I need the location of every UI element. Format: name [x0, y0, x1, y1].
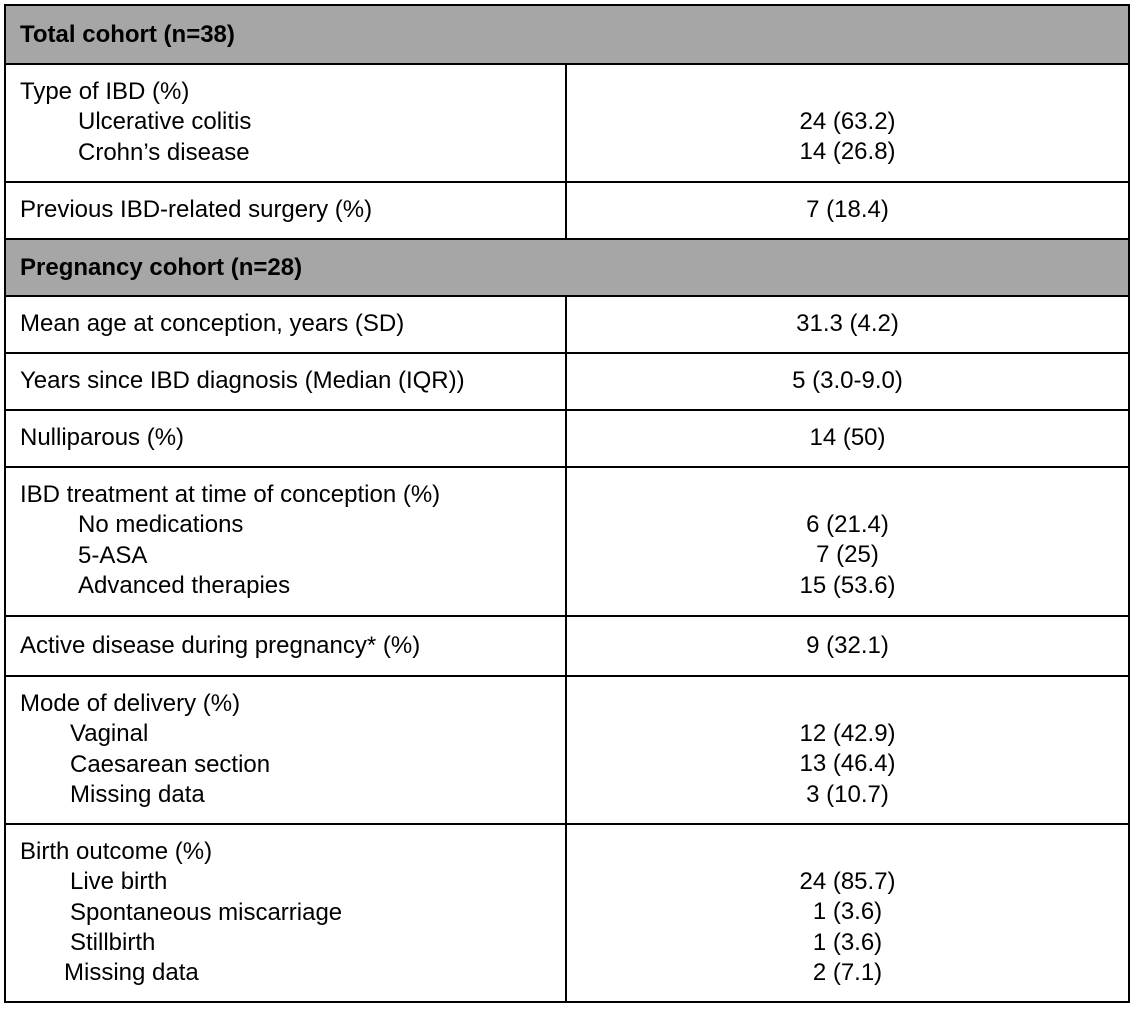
row-value: 6 (21.4)	[806, 511, 889, 538]
row-value: 1 (3.6)	[812, 928, 883, 956]
row-value-cell: 24 (85.7) 1 (3.6) 1 (3.6) 2 (7.1)	[567, 825, 1128, 1001]
row-label: Nulliparous (%)	[20, 424, 185, 452]
row-value: 12 (42.9)	[799, 720, 896, 747]
row-value-cell: 31.3 (4.2)	[567, 297, 1128, 352]
sub-label: Ulcerative colitis	[78, 108, 252, 136]
row-label-cell: Years since IBD diagnosis (Median (IQR))	[6, 354, 567, 409]
sub-label: Spontaneous miscarriage	[70, 898, 343, 926]
sub-label: Crohn’s disease	[78, 138, 250, 166]
section-header-total-cohort: Total cohort (n=38)	[6, 6, 1128, 63]
row-value: 7 (18.4)	[806, 196, 889, 224]
row-label-cell: Birth outcome (%) Live birth Spontaneous…	[6, 825, 567, 1001]
row-label: Birth outcome (%)	[20, 838, 213, 865]
row-label: Active disease during pregnancy* (%)	[20, 631, 421, 659]
row-value: 5 (3.0-9.0)	[792, 367, 903, 395]
row-label-cell: IBD treatment at time of conception (%) …	[6, 468, 567, 615]
section-title: Pregnancy cohort (n=28)	[20, 253, 303, 281]
sub-label: Missing data	[70, 780, 205, 808]
row-label-cell: Mean age at conception, years (SD)	[6, 297, 567, 352]
row-value-cell: 9 (32.1)	[567, 617, 1128, 675]
table-row-active-disease: Active disease during pregnancy* (%) 9 (…	[6, 615, 1128, 675]
section-header-pregnancy-cohort: Pregnancy cohort (n=28)	[6, 238, 1128, 295]
sub-label: Live birth	[70, 868, 168, 896]
row-value: 14 (50)	[809, 424, 886, 452]
row-label: Previous IBD-related surgery (%)	[20, 196, 373, 224]
sub-label: 5-ASA	[78, 541, 148, 569]
row-value-cell: 24 (63.2) 14 (26.8)	[567, 65, 1128, 181]
row-value: 31.3 (4.2)	[796, 310, 899, 338]
row-value: 15 (53.6)	[799, 571, 896, 599]
table-row-ibd-treatment: IBD treatment at time of conception (%) …	[6, 466, 1128, 615]
row-value: 13 (46.4)	[799, 750, 896, 778]
row-value: 3 (10.7)	[806, 780, 889, 808]
sub-label: Missing data	[64, 959, 199, 987]
sub-label: Stillbirth	[70, 928, 156, 956]
row-value-cell: 12 (42.9) 13 (46.4) 3 (10.7)	[567, 677, 1128, 823]
row-label-cell: Active disease during pregnancy* (%)	[6, 617, 567, 675]
table-row-mode-of-delivery: Mode of delivery (%) Vaginal Caesarean s…	[6, 675, 1128, 823]
row-label: Type of IBD (%)	[20, 78, 190, 105]
table-row-nulliparous: Nulliparous (%) 14 (50)	[6, 409, 1128, 466]
sub-label: No medications	[78, 511, 244, 539]
row-label: IBD treatment at time of conception (%)	[20, 481, 441, 508]
sub-label: Advanced therapies	[78, 571, 291, 599]
row-value-cell: 6 (21.4) 7 (25) 15 (53.6)	[567, 468, 1128, 615]
row-value: 1 (3.6)	[812, 898, 883, 926]
row-label: Years since IBD diagnosis (Median (IQR))	[20, 367, 465, 395]
row-value-cell: 5 (3.0-9.0)	[567, 354, 1128, 409]
table-row-years-since-diagnosis: Years since IBD diagnosis (Median (IQR))…	[6, 352, 1128, 409]
table-row-previous-surgery: Previous IBD-related surgery (%) 7 (18.4…	[6, 181, 1128, 238]
row-value: 14 (26.8)	[799, 138, 896, 166]
row-value: 24 (85.7)	[799, 868, 896, 895]
table-row-birth-outcome: Birth outcome (%) Live birth Spontaneous…	[6, 823, 1128, 1001]
row-label: Mean age at conception, years (SD)	[20, 310, 405, 338]
row-value-cell: 14 (50)	[567, 411, 1128, 466]
row-value-cell: 7 (18.4)	[567, 183, 1128, 238]
sub-label: Vaginal	[70, 720, 149, 748]
cohort-characteristics-table: Total cohort (n=38) Type of IBD (%) Ulce…	[4, 4, 1130, 1003]
sub-label: Caesarean section	[70, 750, 271, 778]
table-row-type-of-ibd: Type of IBD (%) Ulcerative colitis Crohn…	[6, 63, 1128, 181]
row-label-cell: Previous IBD-related surgery (%)	[6, 183, 567, 238]
row-value: 7 (25)	[816, 541, 879, 569]
row-label: Mode of delivery (%)	[20, 690, 241, 717]
row-value: 9 (32.1)	[806, 631, 889, 659]
table-row-mean-age: Mean age at conception, years (SD) 31.3 …	[6, 295, 1128, 352]
section-title: Total cohort (n=38)	[20, 20, 235, 48]
row-label-cell: Type of IBD (%) Ulcerative colitis Crohn…	[6, 65, 567, 181]
row-value: 2 (7.1)	[812, 958, 883, 986]
row-value: 24 (63.2)	[799, 108, 896, 135]
row-label-cell: Mode of delivery (%) Vaginal Caesarean s…	[6, 677, 567, 823]
row-label-cell: Nulliparous (%)	[6, 411, 567, 466]
